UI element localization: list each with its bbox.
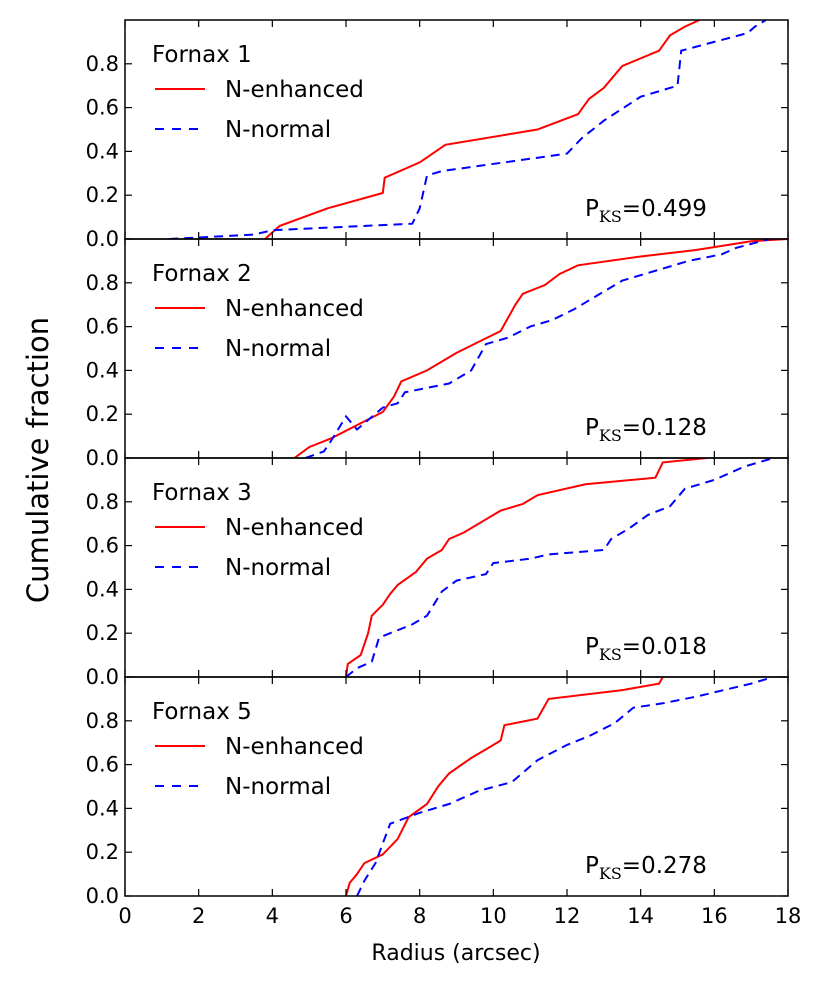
y-tick-label: 0.8 <box>86 490 119 514</box>
legend-label: N-normal <box>225 555 331 581</box>
pks-label: P <box>585 634 599 660</box>
panel-1: 0.0 0.2 0.4 0.6 0.8 Fornax 1 N-enhanced N-norma… <box>86 19 789 251</box>
panel-title: Fornax 2 <box>152 261 252 287</box>
pks-value: =0.018 <box>622 634 707 660</box>
y-axis-title: Cumulative fraction <box>21 317 55 603</box>
pks-annotation: PKS=0.018 <box>585 634 707 664</box>
series-group <box>345 677 774 896</box>
y-tick-label: 0.0 <box>86 227 119 251</box>
x-tick-label: 12 <box>554 904 581 928</box>
pks-subscript: KS <box>599 207 622 226</box>
y-tick-label: 0.8 <box>86 709 119 733</box>
x-tick-label: 18 <box>775 904 802 928</box>
x-tick-label: 0 <box>118 904 131 928</box>
x-tick-label: 4 <box>266 904 279 928</box>
panels-layer: 0.0 0.2 0.4 0.6 0.8 Fornax 1 N-enhanced N-norma… <box>86 19 789 908</box>
pks-subscript: KS <box>599 645 622 664</box>
pks-value: =0.128 <box>622 415 707 441</box>
x-tick-label: 2 <box>192 904 205 928</box>
pks-label: P <box>585 196 599 222</box>
x-tick-label: 6 <box>339 904 352 928</box>
panel-title: Fornax 3 <box>152 480 252 506</box>
series-group <box>345 458 774 677</box>
series-line-n-normal <box>169 20 767 239</box>
x-tick-label: 16 <box>701 904 728 928</box>
pks-annotation: PKS=0.128 <box>585 415 707 445</box>
pks-label: P <box>585 853 599 879</box>
y-tick-label: 0.8 <box>86 271 119 295</box>
legend-label: N-enhanced <box>225 515 364 541</box>
series-line-n-enhanced <box>293 239 788 458</box>
pks-label: P <box>585 415 599 441</box>
legend-label: N-normal <box>225 336 331 362</box>
y-tick-label: 0.2 <box>86 402 119 426</box>
pks-subscript: KS <box>599 426 622 445</box>
y-tick-label: 0.4 <box>86 577 119 601</box>
y-tick-label: 0.6 <box>86 315 119 339</box>
legend-label: N-normal <box>225 774 331 800</box>
y-tick-label: 0.4 <box>86 796 119 820</box>
y-tick-label: 0.0 <box>86 446 119 470</box>
y-tick-label: 0.4 <box>86 139 119 163</box>
pks-subscript: KS <box>599 864 622 883</box>
y-tick-label: 0.0 <box>86 665 119 689</box>
x-axis-title: Radius (arcsec) <box>371 941 540 966</box>
series-line-n-enhanced <box>264 20 701 239</box>
panel-3: 0.0 0.2 0.4 0.6 0.8 Fornax 3 N-enhanced N-norma… <box>86 457 789 689</box>
y-tick-label: 0.4 <box>86 358 119 382</box>
pks-annotation: PKS=0.499 <box>585 196 707 226</box>
x-tick-label: 10 <box>480 904 507 928</box>
y-tick-label: 0.8 <box>86 52 119 76</box>
legend: N-enhanced N-normal <box>155 296 364 362</box>
series-line-n-enhanced <box>345 458 708 677</box>
pks-annotation: PKS=0.278 <box>585 853 707 883</box>
y-tick-label: 0.6 <box>86 96 119 120</box>
series-line-n-normal <box>356 677 774 896</box>
panel-frame <box>124 676 789 897</box>
x-tick-label: 8 <box>413 904 426 928</box>
y-tick-label: 0.6 <box>86 534 119 558</box>
panel-title: Fornax 5 <box>152 699 252 725</box>
legend: N-enhanced N-normal <box>155 515 364 581</box>
panel-title: Fornax 1 <box>152 42 252 68</box>
pks-value: =0.499 <box>622 196 707 222</box>
series-group <box>293 239 788 458</box>
axes-layer: 0 2 4 6 8 10 12 14 16 18 <box>118 904 801 928</box>
legend: N-enhanced N-normal <box>155 77 364 143</box>
panel-4: 0.0 0.2 0.4 0.6 0.8 Fornax 5 N-enhanced N-norma… <box>86 676 789 908</box>
y-tick-label: 0.2 <box>86 183 119 207</box>
legend-label: N-enhanced <box>225 734 364 760</box>
legend-label: N-enhanced <box>225 77 364 103</box>
series-line-n-enhanced <box>345 677 664 896</box>
panel-2: 0.0 0.2 0.4 0.6 0.8 Fornax 2 N-enhanced N-norma… <box>86 238 789 470</box>
y-tick-label: 0.2 <box>86 621 119 645</box>
y-tick-label: 0.0 <box>86 884 119 908</box>
legend-label: N-enhanced <box>225 296 364 322</box>
legend: N-enhanced N-normal <box>155 734 364 800</box>
legend-label: N-normal <box>225 117 331 143</box>
pks-value: =0.278 <box>622 853 707 879</box>
x-tick-label: 14 <box>627 904 654 928</box>
series-group <box>169 20 767 239</box>
series-line-n-normal <box>345 458 774 677</box>
y-tick-label: 0.6 <box>86 753 119 777</box>
y-tick-label: 0.2 <box>86 840 119 864</box>
